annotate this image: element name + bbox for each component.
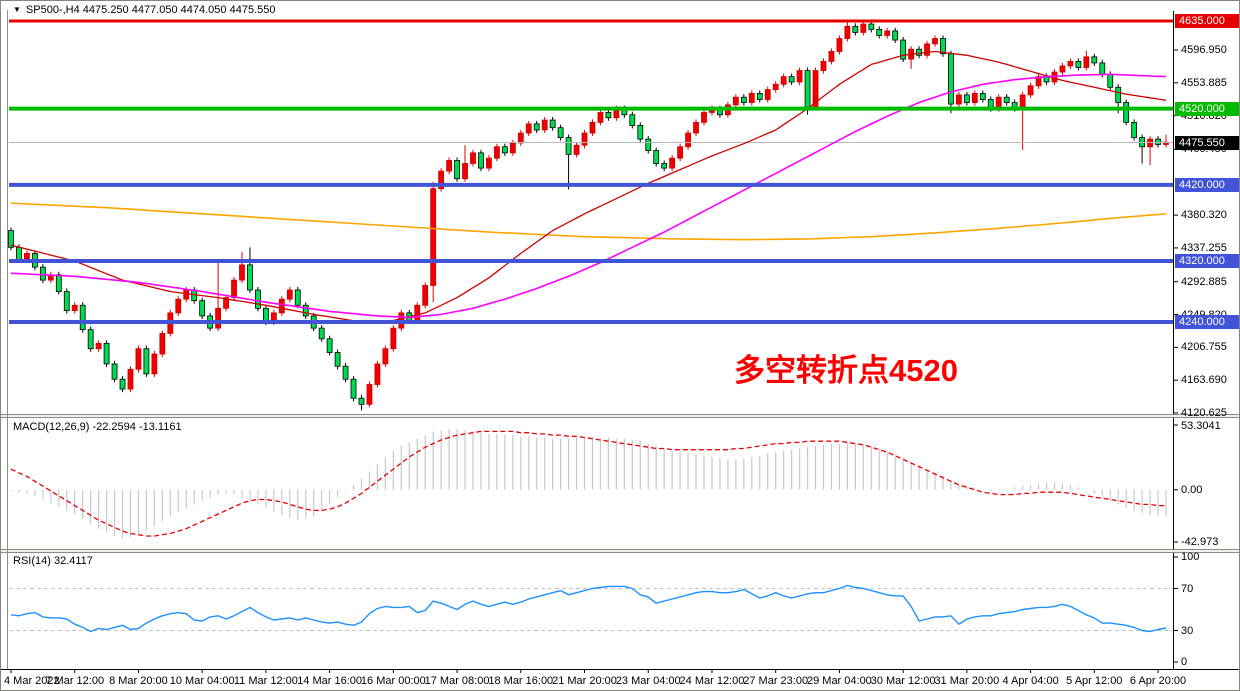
date-axis-label: 10 Mar 04:00 (169, 675, 235, 687)
date-axis-label: 17 Mar 08:00 (424, 675, 490, 687)
date-axis-label: 30 Mar 12:00 (870, 675, 936, 687)
price-level-badge: 4520.000 (1175, 101, 1239, 116)
price-axis-label: 4292.885 (1181, 275, 1227, 288)
date-axis-label: 4 Mar 2022 (4, 675, 60, 687)
date-axis-label: 8 Mar 20:00 (109, 675, 168, 687)
price-axis-label: 4380.320 (1181, 209, 1227, 222)
price-axis-label: 4337.255 (1181, 241, 1227, 254)
price-axis-label: 4163.690 (1181, 374, 1227, 387)
annotation-text[interactable]: 多空转折点4520 (734, 353, 958, 388)
date-axis-label: 29 Mar 04:00 (806, 675, 872, 687)
date-axis-label: 4 Apr 04:00 (1002, 675, 1059, 687)
rsi-axis-label: 30 (1181, 624, 1194, 637)
panel-separator-rsi[interactable] (1, 549, 1239, 553)
date-axis-label: 21 Mar 20:00 (552, 675, 617, 687)
date-axis-label: 6 Apr 20:00 (1129, 675, 1187, 687)
rsi-indicator-label: RSI(14) 32.4117 (13, 555, 93, 567)
date-axis-label: 14 Mar 16:00 (297, 675, 363, 687)
price-level-badge: 4420.000 (1175, 177, 1239, 192)
current-price-badge: 4475.550 (1175, 135, 1239, 150)
date-axis-label: 27 Mar 23:00 (743, 675, 809, 687)
date-axis-label: 18 Mar 16:00 (488, 675, 554, 687)
price-level-badge: 4635.000 (1175, 14, 1239, 28)
date-axis-label: 11 Mar 12:00 (233, 675, 298, 687)
date-axis-label: 5 Apr 12:00 (1066, 675, 1123, 687)
price-level-badge: 4240.000 (1175, 315, 1239, 330)
date-axis-label: 24 Mar 12:00 (679, 675, 745, 687)
date-axis-label: 16 Mar 00:00 (360, 675, 426, 687)
macd-axis-label: -42.973 (1181, 536, 1219, 548)
panel-separator-macd[interactable] (1, 414, 1239, 418)
rsi-axis-label: 0 (1181, 656, 1188, 668)
price-axis-label: 4206.755 (1181, 341, 1227, 354)
price-axis-label: 4596.950 (1181, 43, 1227, 56)
price-axis-label: 4553.885 (1181, 76, 1227, 89)
price-level-badge: 4320.000 (1175, 254, 1239, 269)
chart-dropdown-icon[interactable]: ▼ (13, 5, 21, 14)
macd-axis-label: 53.3041 (1181, 420, 1221, 432)
date-axis-label: 31 Mar 20:00 (934, 675, 1000, 687)
date-axis-label: 7 Mar 12:00 (45, 675, 105, 687)
rsi-axis-label: 70 (1181, 582, 1194, 595)
chart-title: ▼ SP500-,H4 4475.250 4477.050 4474.050 44… (13, 4, 275, 16)
chart-title-text: SP500-,H4 4475.250 4477.050 4474.050 447… (25, 4, 276, 16)
price-axis-label: 4120.625 (1181, 407, 1227, 419)
macd-indicator-label: MACD(12,26,9) -22.2594 -13.1161 (13, 421, 182, 433)
macd-axis-label: 0.00 (1181, 483, 1203, 496)
date-axis-label: 23 Mar 04:00 (615, 675, 681, 687)
window-inner-border (7, 10, 8, 669)
rsi-axis-label: 100 (1181, 551, 1200, 563)
